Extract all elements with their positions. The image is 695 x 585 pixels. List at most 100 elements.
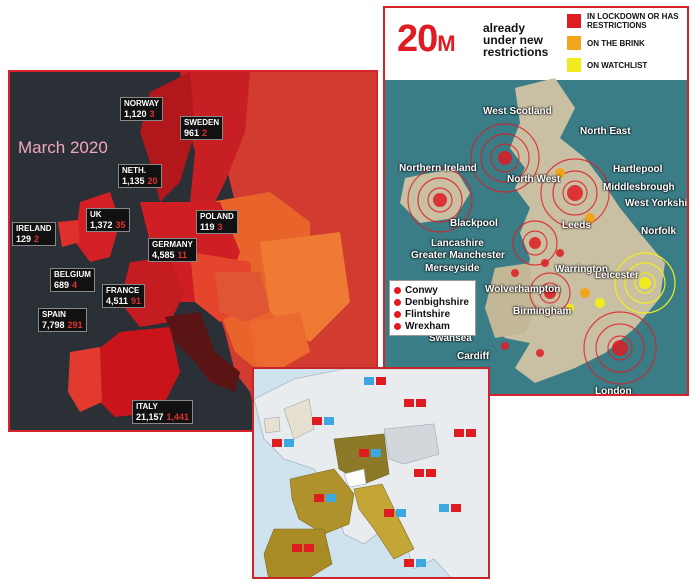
death-count: 20 [147, 176, 158, 186]
country-label-netherlands: NETH. 1,135 20 [118, 164, 162, 188]
country-name: ITALY [136, 402, 158, 411]
country-label-italy: ITALY 21,157 1,441 [132, 400, 194, 424]
country-name: SPAIN [42, 310, 66, 319]
red-dot-icon [394, 286, 401, 294]
legend-item-watchlist: ON WATCHLIST [563, 54, 687, 76]
case-count: 4,511 [106, 296, 129, 306]
wales-area-label: Denbighshire [405, 296, 469, 308]
headline-number: 20 [397, 18, 438, 60]
legend-label: ON WATCHLIST [587, 60, 648, 70]
country-label-poland: POLAND 119 3 [196, 210, 238, 234]
place-label: North West [507, 174, 561, 185]
wales-area-item: Conwy [394, 284, 469, 296]
case-count: 961 [184, 128, 200, 138]
red-dot-icon [394, 310, 401, 318]
place-label: West Yorkshire [625, 198, 688, 209]
country-name: SWEDEN [184, 118, 220, 127]
case-count: 4,585 [152, 250, 175, 260]
place-label: Swansea [429, 333, 472, 344]
country-label-norway: NORWAY 1,120 3 [120, 97, 164, 121]
wales-area-item: Wrexham [394, 320, 469, 332]
country-name: NETH. [122, 166, 146, 175]
death-count: 2 [34, 234, 40, 244]
headline-line: already [483, 21, 526, 35]
death-count: 2 [202, 128, 208, 138]
place-label: Leeds [562, 220, 591, 231]
place-label: Leicester [595, 270, 639, 281]
place-label: Warrington [555, 264, 608, 275]
country-label-spain: SPAIN 7,798 291 [38, 308, 87, 332]
place-label: Blackpool [450, 218, 498, 229]
country-name: UK [90, 210, 102, 219]
case-count: 1,372 [90, 220, 113, 230]
europe-travel-map-panel [252, 367, 490, 579]
red-dot-icon [394, 298, 401, 306]
legend-swatch [567, 14, 581, 28]
wales-areas-list: Conwy Denbighshire Flintshire Wrexham [389, 280, 476, 336]
place-label: Birmingham [513, 306, 572, 317]
place-label: Northern Ireland [399, 163, 477, 174]
country-name: IRELAND [16, 224, 52, 233]
death-count: 3 [149, 109, 155, 119]
place-label: Wolverhampton [485, 284, 561, 295]
country-name: FRANCE [106, 286, 140, 295]
place-label: Merseyside [425, 263, 480, 274]
death-count: 35 [115, 220, 126, 230]
death-count: 11 [177, 250, 188, 260]
legend-label: ON THE BRINK [587, 38, 645, 48]
country-label-germany: GERMANY 4,585 11 [148, 238, 197, 262]
case-count: 119 [200, 222, 215, 232]
death-count: 291 [67, 320, 83, 330]
country-name: POLAND [200, 212, 234, 221]
map-title: March 2020 [18, 138, 108, 157]
death-count: 1,441 [166, 412, 190, 422]
headline-line: restrictions [483, 45, 549, 59]
headline-text: already under new restrictions [483, 22, 548, 58]
country-label-ireland: IRELAND 129 2 [12, 222, 56, 246]
death-count: 3 [217, 222, 223, 232]
legend-label: IN LOCKDOWN OR HAS RESTRICTIONS [587, 12, 679, 30]
death-count: 91 [131, 296, 142, 306]
case-count: 689 [54, 280, 70, 290]
place-label: North East [580, 126, 631, 137]
uk-restrictions-map [385, 8, 687, 385]
case-count: 7,798 [42, 320, 65, 330]
legend-swatch [567, 36, 581, 50]
case-count: 129 [16, 234, 32, 244]
case-count: 21,157 [136, 412, 164, 422]
legend-swatch [567, 58, 581, 72]
death-count: 4 [72, 280, 78, 290]
country-name: BELGIUM [54, 270, 91, 279]
place-label: Middlesbrough [603, 182, 675, 193]
place-label: London [595, 386, 632, 396]
place-label: West Scotland [483, 106, 552, 117]
country-name: NORWAY [124, 99, 160, 108]
legend-item-brink: ON THE BRINK [563, 32, 687, 54]
map-legend: IN LOCKDOWN OR HAS RESTRICTIONS ON THE B… [563, 10, 687, 76]
europe-cases-map-panel: March 2020 NORWAY 1,120 3 SWEDEN 961 2 NET… [8, 70, 378, 432]
headline-figure: 20M [397, 18, 456, 61]
wales-area-label: Wrexham [405, 320, 450, 332]
place-label: Hartlepool [613, 164, 663, 175]
headline-unit: M [437, 31, 455, 56]
wales-area-item: Denbighshire [394, 296, 469, 308]
red-dot-icon [394, 322, 401, 330]
wales-area-label: Flintshire [405, 308, 451, 320]
place-label: Norfolk [641, 226, 676, 237]
country-label-belgium: BELGIUM 689 4 [50, 268, 95, 292]
country-label-sweden: SWEDEN 961 2 [180, 116, 224, 140]
case-count: 1,120 [124, 109, 147, 119]
wales-area-label: Conwy [405, 284, 438, 296]
place-label: Cardiff [457, 351, 490, 362]
wales-area-item: Flintshire [394, 308, 469, 320]
country-label-france: FRANCE 4,511 91 [102, 284, 146, 308]
country-label-uk: UK 1,372 35 [86, 208, 130, 232]
case-count: 1,135 [122, 176, 145, 186]
place-label: Lancashire [431, 238, 484, 249]
legend-item-lockdown: IN LOCKDOWN OR HAS RESTRICTIONS [563, 10, 687, 32]
place-label: Greater Manchester [411, 250, 505, 261]
europe-travel-map [254, 369, 488, 577]
country-name: GERMANY [152, 240, 193, 249]
uk-restrictions-map-panel: 20M already under new restrictions IN LO… [383, 6, 689, 396]
headline-line: under new [483, 33, 544, 47]
